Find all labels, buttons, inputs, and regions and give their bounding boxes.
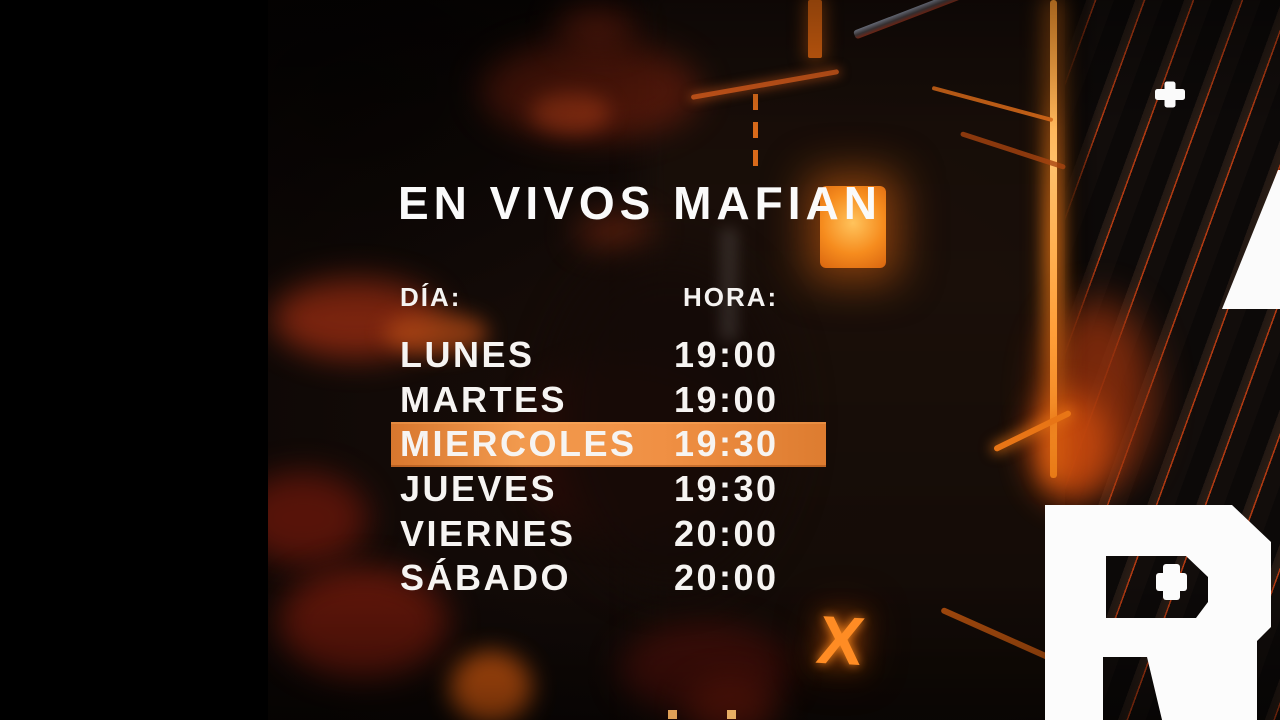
day-label: LUNES — [400, 334, 535, 376]
schedule-rows: LUNES 19:00 MARTES 19:00 MIERCOLES 19:30… — [391, 333, 826, 601]
day-label: JUEVES — [400, 468, 558, 510]
schedule-row: MARTES 19:00 — [391, 378, 826, 423]
time-label: 20:00 — [674, 512, 779, 554]
time-label: 20:00 — [674, 557, 779, 599]
time-label: 19:00 — [674, 334, 779, 376]
plus-icon — [1155, 81, 1185, 108]
schedule-row-highlighted: MIERCOLES 19:30 — [391, 422, 826, 467]
letter-r-logo — [1045, 505, 1271, 720]
time-label: 19:00 — [674, 378, 779, 420]
schedule-row: SÁBADO 20:00 — [391, 556, 826, 601]
schedule-headers: DÍA: HORA: — [400, 282, 776, 313]
hour-column-header: HORA: — [683, 282, 779, 312]
schedule-row: VIERNES 20:00 — [391, 511, 826, 556]
time-label: 19:30 — [674, 423, 779, 465]
schedule-row: LUNES 19:00 — [391, 333, 826, 378]
time-label: 19:30 — [674, 468, 779, 510]
day-label: MARTES — [400, 378, 567, 420]
bottom-dot — [668, 710, 677, 719]
page-title: EN VIVOS MAFIAN — [398, 177, 882, 229]
background-vignette — [268, 0, 1280, 720]
bottom-dot — [727, 710, 736, 719]
plus-icon — [1156, 564, 1187, 600]
day-label: VIERNES — [400, 512, 576, 554]
day-label: SÁBADO — [400, 557, 572, 599]
day-label: MIERCOLES — [400, 423, 637, 465]
schedule-row: JUEVES 19:30 — [391, 467, 826, 512]
letter-a-partial — [1222, 170, 1280, 309]
day-column-header: DÍA: — [400, 282, 462, 312]
